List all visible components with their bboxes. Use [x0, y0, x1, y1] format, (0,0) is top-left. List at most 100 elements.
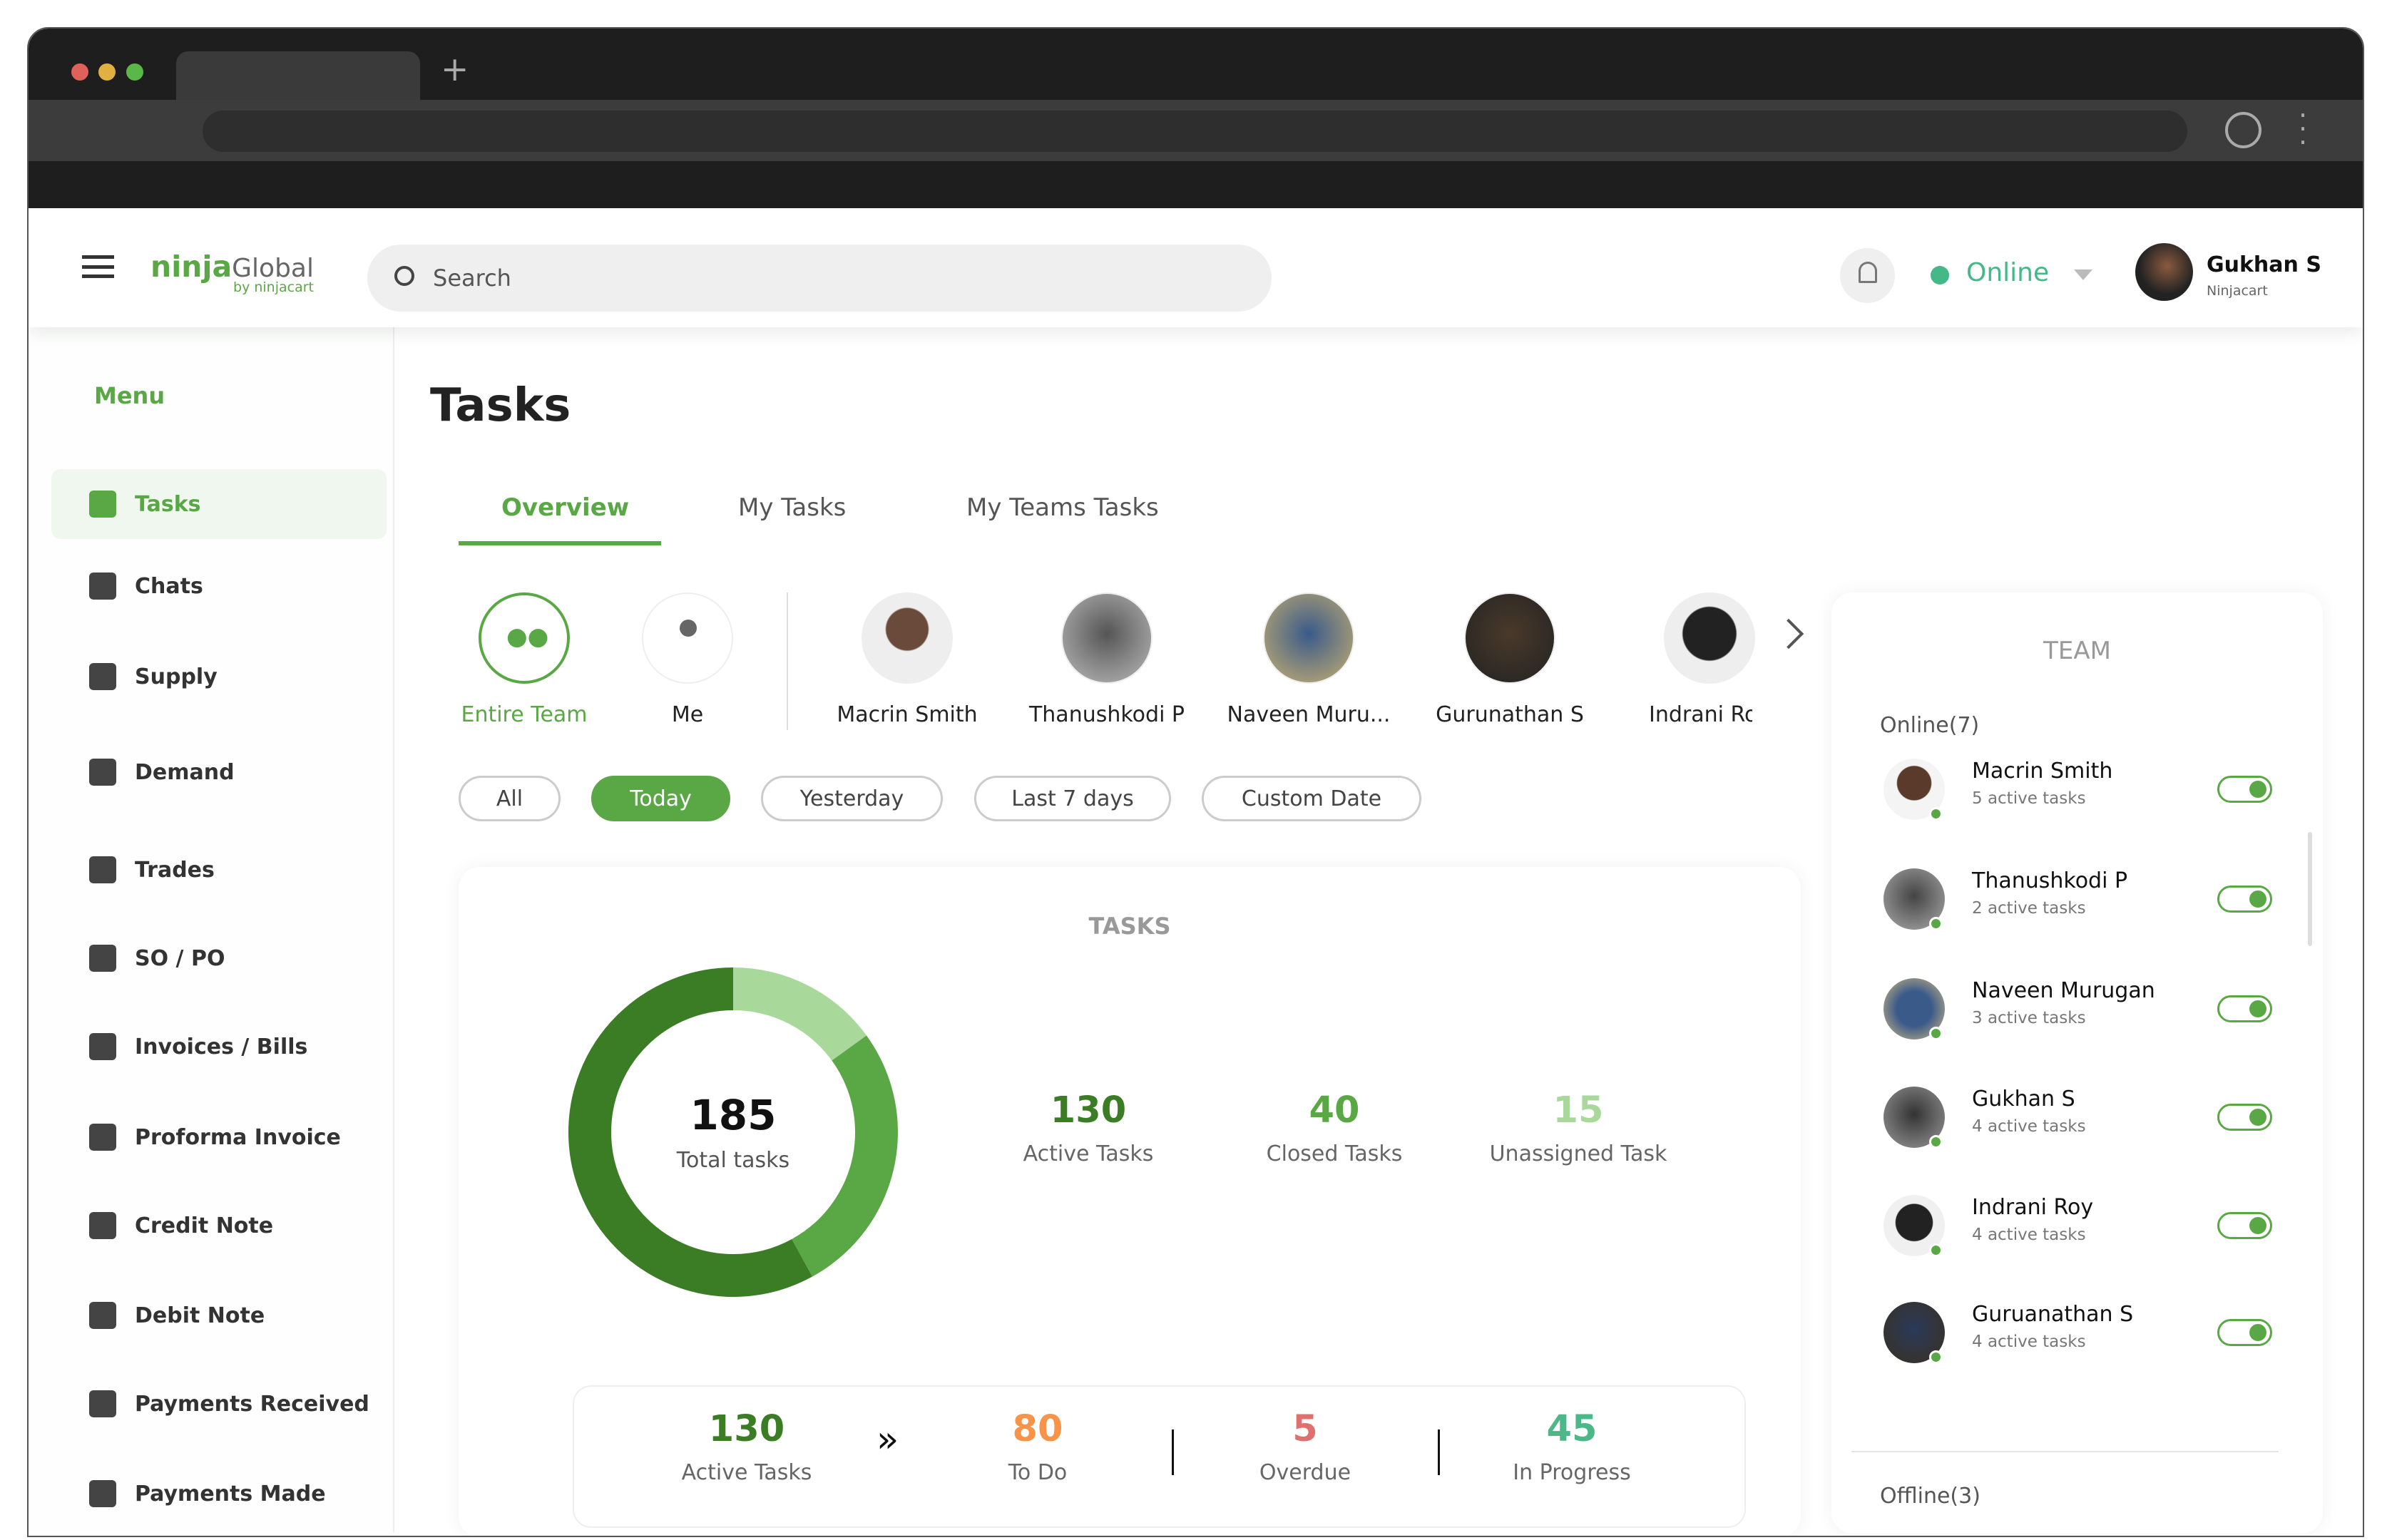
- search-input[interactable]: Search: [367, 245, 1272, 312]
- member-toggle[interactable]: [2217, 1104, 2272, 1131]
- sidebar-item-label: Payments Received: [135, 1391, 369, 1417]
- person-avatar[interactable]: [1263, 592, 1354, 684]
- person-avatar[interactable]: [1464, 592, 1555, 684]
- member-toggle[interactable]: [2217, 1212, 2272, 1239]
- invoice-icon: [89, 1033, 116, 1060]
- person-avatar[interactable]: [1664, 592, 1755, 684]
- proforma-icon: [89, 1124, 116, 1151]
- member-toggle[interactable]: [2217, 776, 2272, 803]
- team-member-row[interactable]: Naveen Murugan 3 active tasks: [1831, 978, 2323, 1069]
- filter-custom-date[interactable]: Custom Date: [1202, 776, 1421, 821]
- member-toggle[interactable]: [2217, 885, 2272, 913]
- tasks-icon: [89, 491, 116, 518]
- sidebar-item-debit-note[interactable]: Debit Note: [51, 1280, 387, 1350]
- summary-label: Unassigned Task: [1489, 1141, 1667, 1166]
- team-member-row[interactable]: Gukhan S 4 active tasks: [1831, 1087, 2323, 1178]
- sidebar-item-supply[interactable]: Supply: [51, 642, 387, 712]
- filter-yesterday[interactable]: Yesterday: [761, 776, 943, 821]
- status-dropdown[interactable]: Online: [1966, 258, 2050, 287]
- person-label: Me: [671, 702, 704, 727]
- sidebar-item-demand[interactable]: Demand: [51, 737, 387, 807]
- sidebar-item-label: Credit Note: [135, 1213, 274, 1238]
- person-label: Thanushkodi P: [1028, 702, 1185, 727]
- member-name: Naveen Murugan: [1972, 978, 2155, 1003]
- breakdown-label: Active Tasks: [681, 1460, 812, 1485]
- donut-segment: [568, 967, 898, 1297]
- demand-icon: [89, 759, 116, 786]
- member-name: Indrani Roy: [1972, 1195, 2094, 1220]
- member-toggle[interactable]: [2217, 995, 2272, 1022]
- profile-icon[interactable]: [2225, 112, 2261, 148]
- online-dot: [1929, 917, 1943, 930]
- team-icon: ●●: [506, 622, 549, 651]
- member-active-tasks: 2 active tasks: [1972, 899, 2086, 918]
- sidebar-item-credit-note[interactable]: Credit Note: [51, 1191, 387, 1261]
- member-toggle[interactable]: [2217, 1319, 2272, 1346]
- team-member-row[interactable]: Indrani Roy 4 active tasks: [1831, 1195, 2323, 1286]
- sidebar-item-payments-received[interactable]: Payments Received: [51, 1369, 387, 1439]
- browser-tab[interactable]: [176, 51, 420, 100]
- notifications-button[interactable]: [1840, 248, 1895, 303]
- person-avatar[interactable]: [642, 592, 733, 684]
- app-header: ninjaGlobal by ninjacart Search Online G…: [29, 208, 2363, 327]
- member-name: Guruanathan S: [1972, 1302, 2134, 1327]
- sidebar: Menu Tasks Chats Supply Demand Trades SO / PO…: [29, 327, 394, 1532]
- member-name: Gukhan S: [1972, 1087, 2075, 1112]
- toggle-knob: [2249, 890, 2266, 908]
- filter-last-7-days[interactable]: Last 7 days: [974, 776, 1171, 821]
- close-window-icon[interactable]: [71, 63, 88, 81]
- minimize-window-icon[interactable]: [98, 63, 116, 81]
- sidebar-item-trades[interactable]: Trades: [51, 835, 387, 905]
- tab-my-teams-tasks[interactable]: My Teams Tasks: [966, 493, 1159, 522]
- scrollbar[interactable]: [2308, 832, 2312, 946]
- bookmarks-bar: [29, 161, 2363, 208]
- person-avatar[interactable]: [1061, 592, 1152, 684]
- sidebar-item-label: SO / PO: [135, 945, 225, 971]
- sidebar-item-invoices-bills[interactable]: Invoices / Bills: [51, 1012, 387, 1082]
- new-tab-icon[interactable]: +: [441, 50, 469, 89]
- team-member-row[interactable]: Macrin Smith 5 active tasks: [1831, 759, 2323, 850]
- team-panel: TEAM Online(7) Macrin Smith 5 active task…: [1831, 592, 2323, 1534]
- online-dot: [1929, 1027, 1943, 1040]
- bell-icon: [1859, 262, 1877, 283]
- toggle-knob: [2249, 1217, 2266, 1234]
- avatar[interactable]: [2135, 243, 2193, 301]
- chevron-right-icon[interactable]: [1773, 618, 1804, 650]
- sidebar-item-proforma-invoice[interactable]: Proforma Invoice: [51, 1102, 387, 1172]
- team-member-row[interactable]: Guruanathan S 4 active tasks: [1831, 1302, 2323, 1393]
- more-menu-icon[interactable]: · · ·: [2299, 100, 2308, 158]
- person-avatar[interactable]: [862, 592, 953, 684]
- logo: ninjaGlobal by ninjacart: [150, 250, 314, 295]
- sidebar-item-label: Trades: [135, 857, 215, 883]
- divider: [1172, 1429, 1174, 1475]
- member-name: Thanushkodi P: [1972, 868, 2128, 893]
- active-tab-indicator: [459, 541, 661, 545]
- sidebar-item-chats[interactable]: Chats: [51, 551, 387, 621]
- address-bar[interactable]: [203, 111, 2187, 152]
- logo-global: Global: [232, 254, 314, 283]
- person-label: Indrani Roy: [1649, 702, 1752, 727]
- breakdown-value: 80: [1012, 1408, 1063, 1450]
- breakdown-label: In Progress: [1513, 1460, 1631, 1485]
- toggle-knob: [2249, 1000, 2266, 1017]
- filter-all[interactable]: All: [459, 776, 561, 821]
- divider: [1438, 1429, 1440, 1475]
- person-label: Entire Team: [461, 702, 588, 727]
- sidebar-item-tasks[interactable]: Tasks: [51, 469, 387, 539]
- sidebar-item-label: Invoices / Bills: [135, 1034, 308, 1059]
- person-avatar[interactable]: ●●: [479, 592, 570, 684]
- hamburger-menu-icon[interactable]: [82, 255, 114, 278]
- tab-my-tasks[interactable]: My Tasks: [738, 493, 847, 522]
- sidebar-item-payments-made[interactable]: Payments Made: [51, 1459, 387, 1529]
- team-member-row[interactable]: Thanushkodi P 2 active tasks: [1831, 868, 2323, 960]
- tab-overview[interactable]: Overview: [501, 493, 630, 522]
- payment-made-icon: [89, 1480, 116, 1507]
- tasks-card: TASKS 185 Total tasks 130 Active Tasks 40 C…: [459, 867, 1801, 1536]
- chevron-down-icon[interactable]: [2074, 270, 2092, 280]
- maximize-window-icon[interactable]: [126, 63, 143, 81]
- filter-today[interactable]: Today: [591, 776, 730, 821]
- sidebar-item-label: Demand: [135, 759, 235, 785]
- person-label: Naveen Muru...: [1227, 702, 1391, 727]
- sidebar-item-so-po[interactable]: SO / PO: [51, 923, 387, 993]
